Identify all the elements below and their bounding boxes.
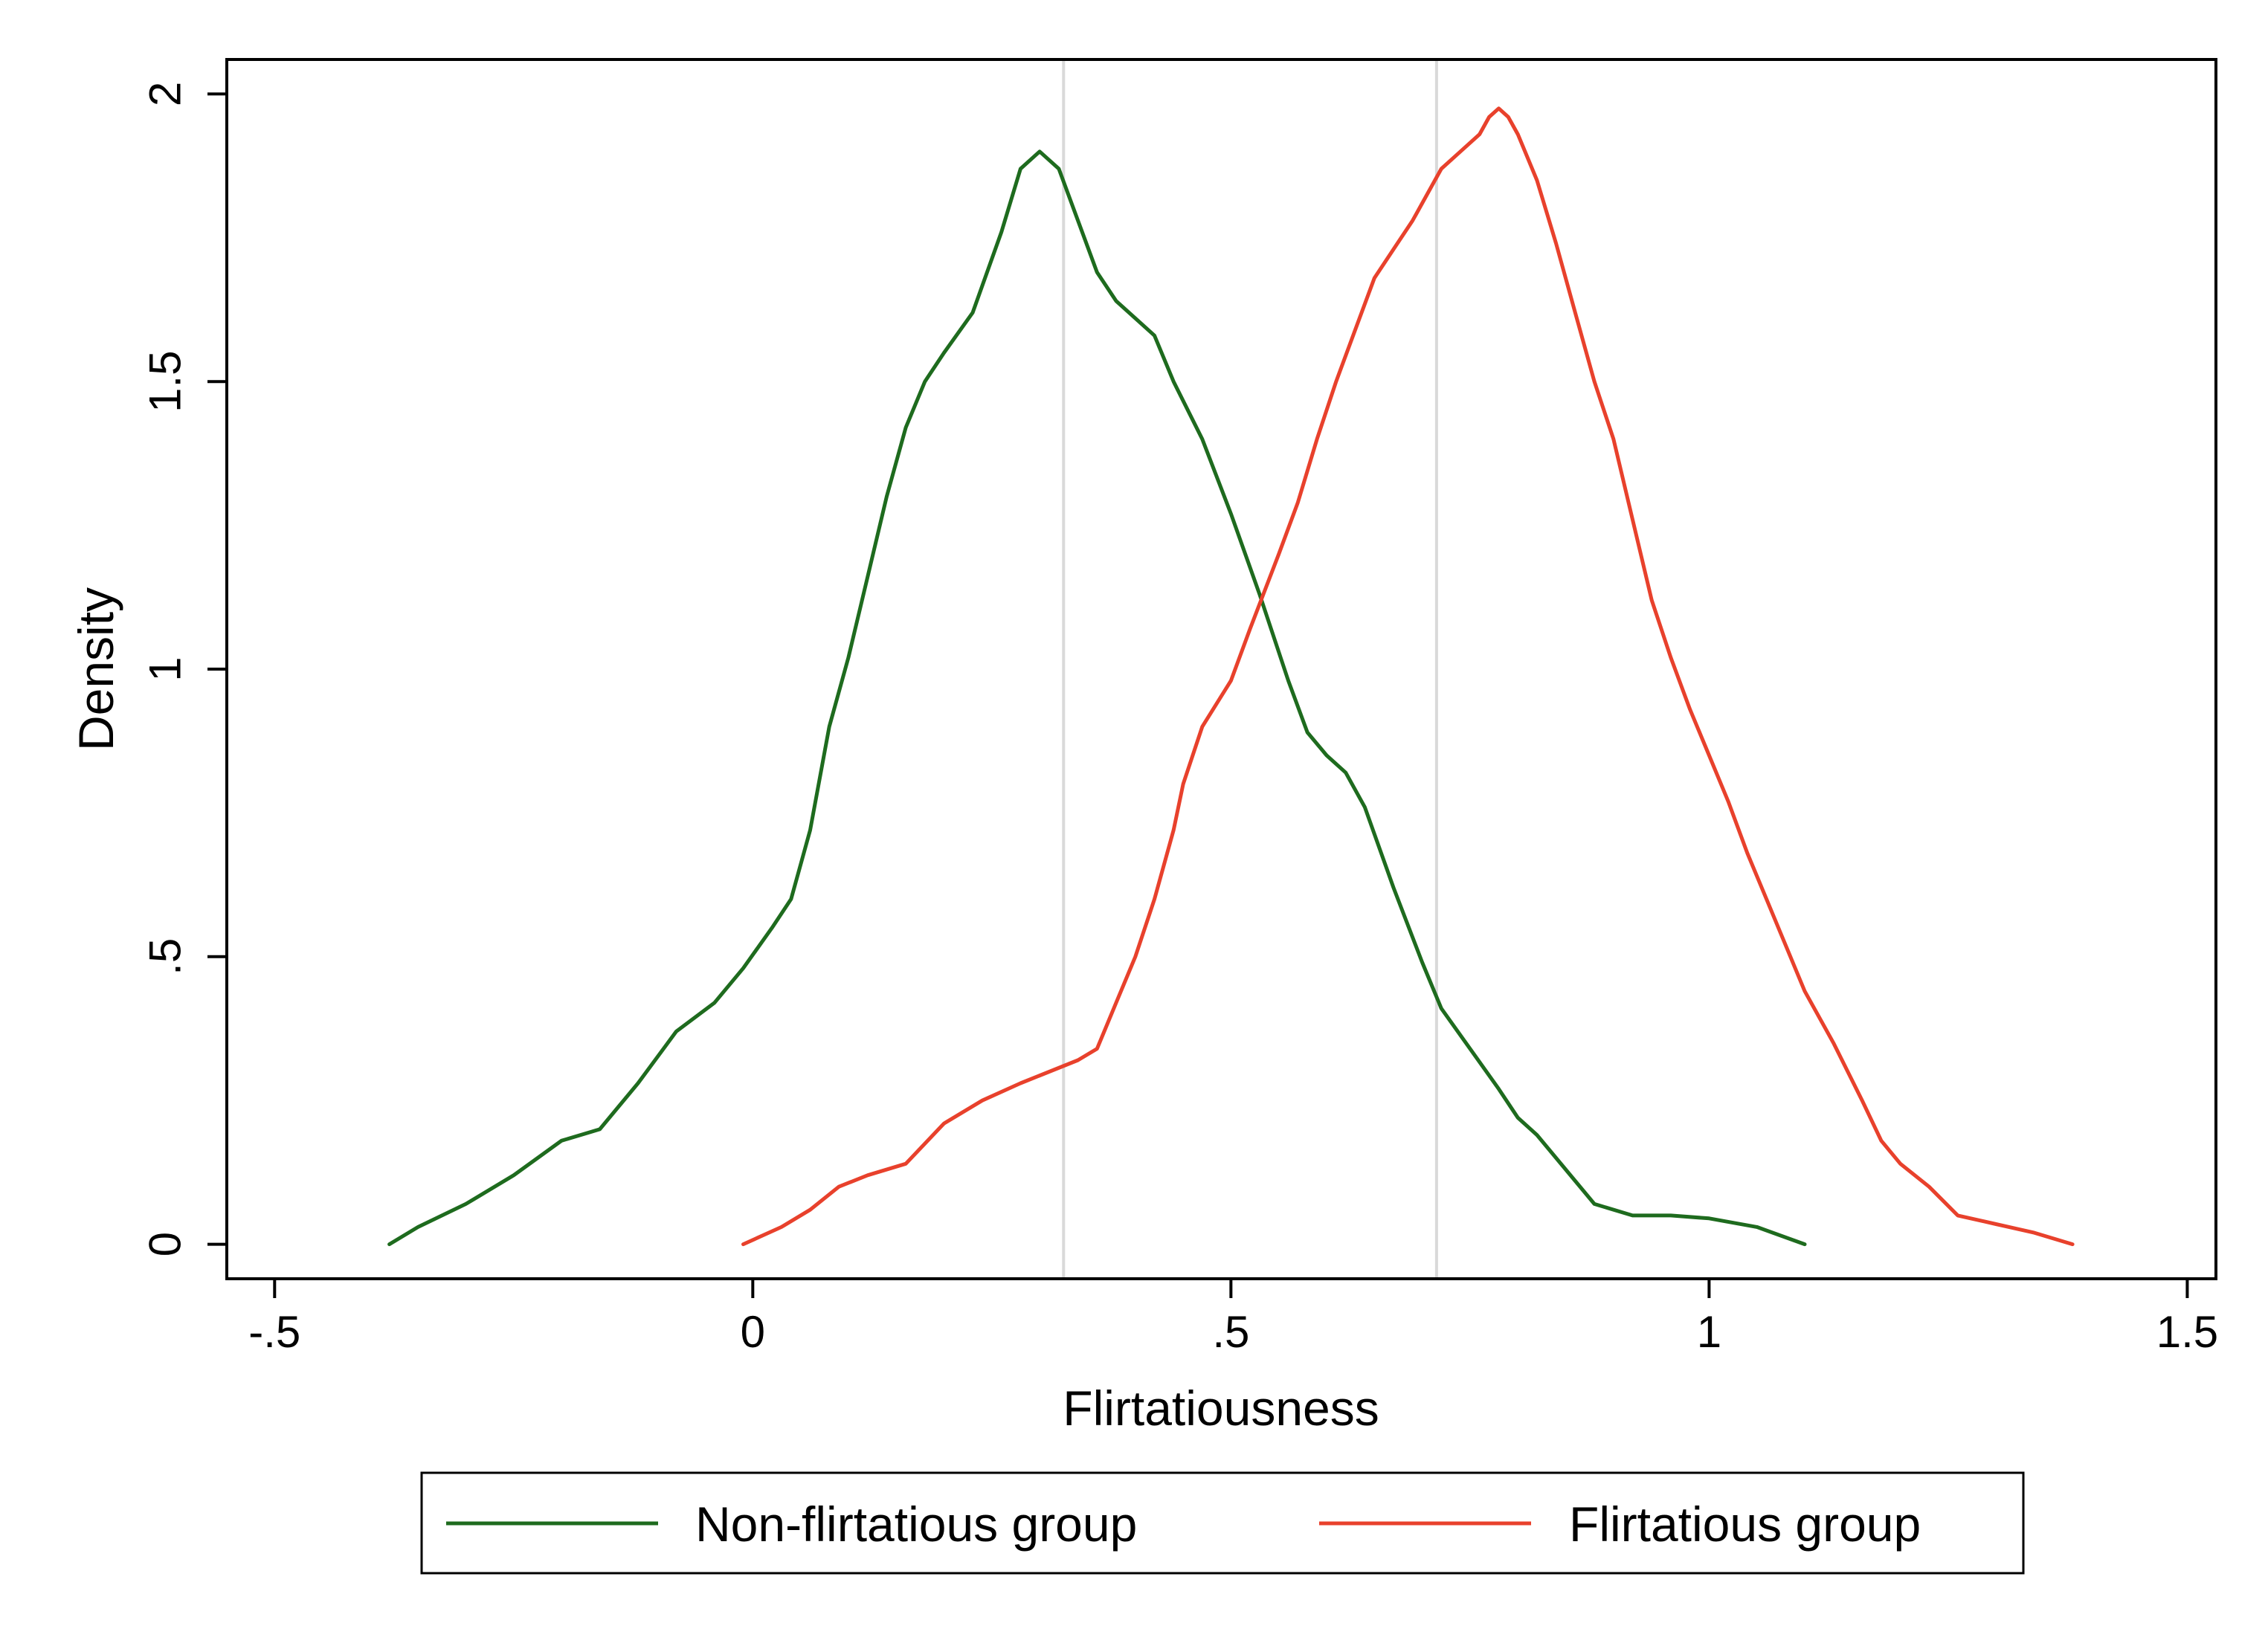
x-tick-label: 1.5 bbox=[2156, 1307, 2218, 1357]
y-axis-title: Density bbox=[68, 587, 123, 751]
legend-box bbox=[420, 1471, 2025, 1575]
legend: Non-flirtatious group Flirtatious group bbox=[420, 1471, 2025, 1575]
y-tick-label: 1.5 bbox=[141, 350, 190, 412]
legend-label-non-flirtatious: Non-flirtatious group bbox=[695, 1497, 1137, 1552]
series-line-flirtatious bbox=[741, 106, 2075, 1247]
legend-label-flirtatious: Flirtatious group bbox=[1569, 1497, 1921, 1552]
series-line-non-flirtatious bbox=[387, 149, 1807, 1247]
series-layer bbox=[387, 106, 2075, 1247]
x-tick-label: .5 bbox=[1212, 1307, 1249, 1357]
y-tick-label: 1 bbox=[141, 656, 190, 681]
y-axis: 0 .5 1 1.5 2 bbox=[141, 82, 227, 1256]
plot-area-frame bbox=[225, 58, 2217, 1280]
x-axis: -.5 0 .5 1 1.5 bbox=[248, 1279, 2218, 1357]
reference-lines bbox=[1062, 59, 1438, 1279]
x-tick-label: 1 bbox=[1697, 1307, 1721, 1357]
x-tick-label: -.5 bbox=[248, 1307, 300, 1357]
y-tick-label: .5 bbox=[141, 938, 190, 975]
x-tick-label: 0 bbox=[741, 1307, 765, 1357]
y-tick-label: 0 bbox=[141, 1232, 190, 1256]
y-tick-label: 2 bbox=[141, 82, 190, 106]
x-axis-title: Flirtatiousness bbox=[1063, 1381, 1379, 1436]
